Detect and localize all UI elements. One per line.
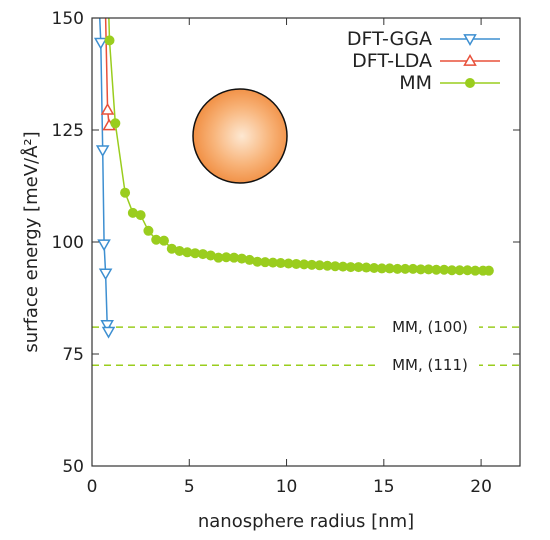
legend-label: DFT-LDA (352, 50, 432, 72)
reference-line-label: MM, (100) (392, 318, 468, 336)
reference-label-bg (379, 317, 479, 338)
data-point (98, 268, 113, 281)
nanosphere-icon (192, 88, 288, 184)
x-axis-title: nanosphere radius [nm] (198, 511, 414, 532)
y-tick-label: 125 (52, 121, 84, 141)
data-point (143, 225, 154, 236)
reference-label-bg (379, 355, 479, 376)
data-point (97, 239, 111, 252)
x-tick-label: 0 (87, 477, 98, 497)
x-tick-label: 5 (184, 477, 195, 497)
data-point (483, 265, 494, 276)
reference-line-label: MM, (111) (392, 356, 468, 374)
data-point (158, 235, 169, 246)
x-tick-label: 20 (470, 477, 492, 497)
reference-lines: MM, (100) MM, (111) (92, 317, 520, 376)
legend-marker (463, 34, 477, 47)
data-point (110, 118, 121, 129)
legend-label: MM (399, 72, 432, 94)
axis-ticks: 0 5 10 15 20 50 75 100 125 150 (52, 9, 520, 497)
y-tick-label: 50 (62, 457, 84, 477)
data-point (120, 187, 131, 198)
x-tick-label: 15 (373, 477, 395, 497)
data-point (93, 37, 108, 50)
legend-label: DFT-GGA (347, 28, 432, 50)
data-point (95, 145, 110, 158)
data-point (101, 326, 116, 339)
y-axis-title: surface energy [meV/Å²] (20, 131, 42, 352)
legend-marker (465, 78, 475, 88)
data-point (100, 102, 115, 115)
data-point (104, 35, 115, 46)
data-point (135, 210, 146, 221)
data-series (93, 18, 494, 339)
y-tick-label: 100 (52, 233, 84, 253)
legend-marker (463, 53, 477, 66)
x-tick-label: 10 (276, 477, 298, 497)
y-tick-label: 75 (62, 345, 84, 365)
y-tick-label: 150 (52, 9, 84, 29)
data-point (100, 320, 114, 332)
